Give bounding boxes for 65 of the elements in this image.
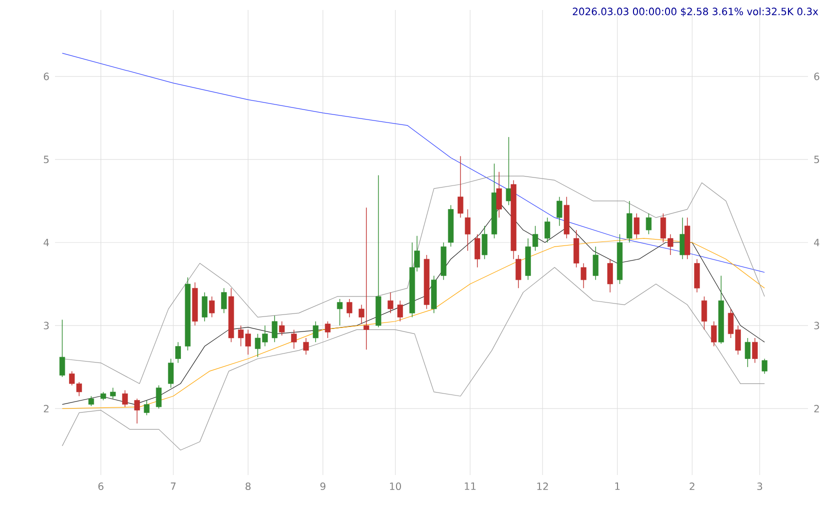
y2-tick-label: 3: [814, 322, 820, 330]
line-series: [62, 52, 765, 273]
candlestick: [680, 217, 686, 260]
candlestick: [762, 358, 768, 374]
x-tick-label: 10: [390, 482, 401, 490]
y-tick-label: 3: [44, 322, 49, 330]
candlestick: [458, 156, 464, 218]
x-tick-label: 1: [615, 482, 620, 490]
line-series: [62, 238, 765, 409]
x-tick-label: 7: [170, 482, 176, 490]
candlestick: [122, 390, 128, 408]
x-tick-label: 12: [537, 482, 548, 490]
candlestick: [646, 213, 652, 235]
x-tick-label: 8: [246, 482, 251, 490]
y-tick-label: 5: [44, 156, 49, 164]
candlestick: [156, 384, 162, 409]
candlestick: [279, 321, 285, 336]
candlestick: [110, 387, 116, 399]
x-tick-label: 3: [757, 482, 762, 490]
candlestick: [752, 338, 758, 364]
x-tick-label: 6: [98, 482, 104, 490]
candlestick: [496, 172, 502, 218]
candlestick: [312, 321, 318, 342]
candlestick: [175, 342, 181, 364]
candlestick: [303, 338, 309, 355]
candlestick: [134, 398, 140, 424]
candlestick: [516, 254, 522, 289]
candlestick: [634, 213, 640, 239]
candlestick: [209, 296, 215, 318]
candlestick: [291, 329, 297, 350]
x-tick-label: 2: [690, 482, 694, 490]
candlestick: [701, 296, 708, 330]
candlestick: [464, 208, 471, 252]
line-series: [62, 267, 765, 450]
y2-tick-label: 2: [814, 404, 819, 412]
candlestick: [59, 319, 66, 378]
candlestick: [168, 358, 174, 388]
x-tick-label: 9: [320, 482, 326, 490]
x-tick-label: 11: [464, 482, 476, 490]
candlestick: [397, 300, 403, 322]
candlestick: [592, 246, 598, 280]
y-tick-label: 6: [44, 72, 49, 80]
candlestick: [580, 262, 586, 289]
candlestick: [336, 298, 343, 326]
y-tick-label: 4: [44, 238, 49, 246]
candlestick: [346, 298, 352, 318]
y-tick-label: 2: [44, 404, 48, 412]
candlestick: [544, 217, 550, 243]
candlestick: [482, 226, 488, 260]
candlestick: [324, 321, 331, 338]
candlestick: [607, 258, 613, 293]
candlestick: [272, 315, 278, 342]
candlestick: [144, 400, 150, 416]
candlestick: [711, 321, 717, 347]
candlestick: [744, 338, 750, 368]
y2-tick-label: 4: [814, 238, 820, 246]
candlestick: [556, 196, 562, 226]
candlestick: [88, 396, 94, 406]
y2-tick-label: 5: [814, 156, 819, 164]
candlestick: [388, 292, 394, 314]
y2-tick-label: 6: [814, 72, 820, 80]
candlestick: [202, 292, 208, 322]
candlestick: [221, 288, 227, 314]
candlestick: [474, 234, 480, 268]
chart-title: 2026.03.03 00:00:00 $2.58 3.61% vol:32.5K 0.3x: [572, 8, 818, 17]
